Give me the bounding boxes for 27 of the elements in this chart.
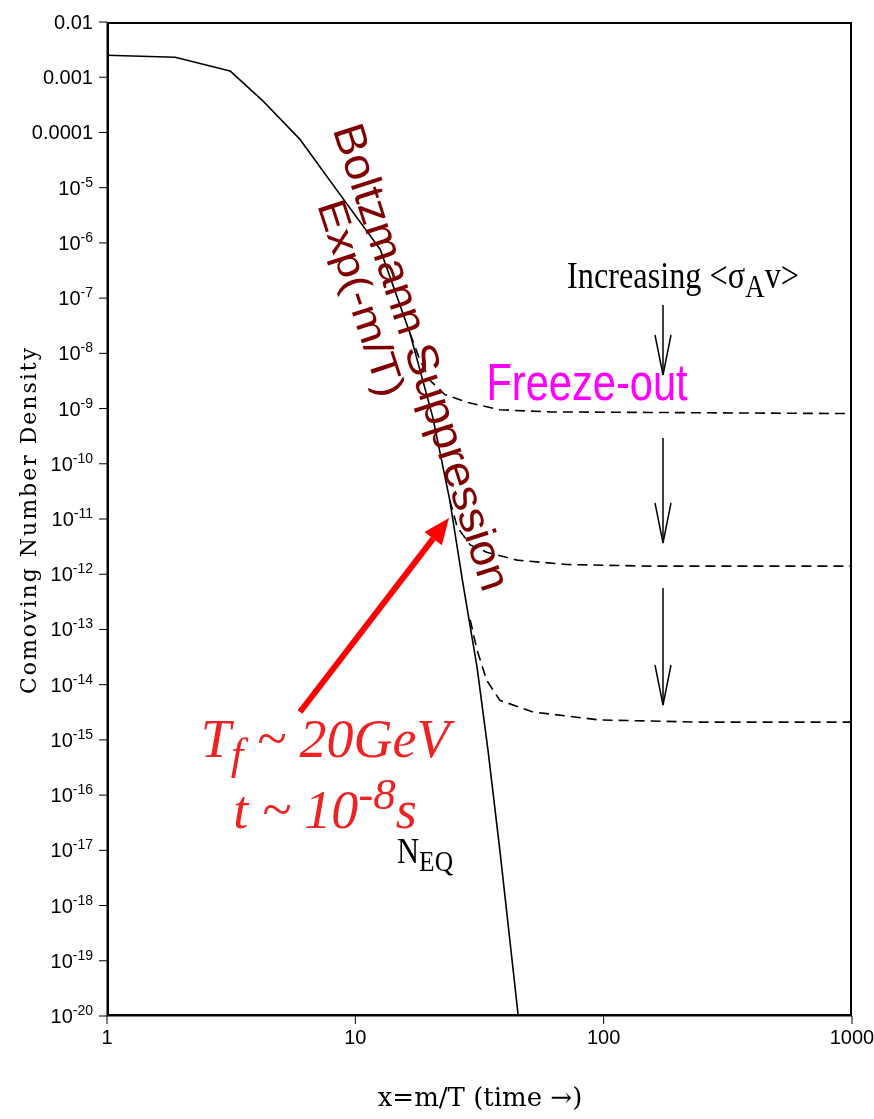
- y-tick-label: 10$^{-12}$: [50, 560, 94, 586]
- y-tick-label: 10$^{-13}$: [50, 615, 94, 641]
- y-tick-label: 10$^{-11}$: [51, 505, 94, 530]
- y-tick-label: 10$^{-9}$: [58, 394, 94, 420]
- y-tick-label: 10$^{-15}$: [50, 725, 94, 751]
- y-tick-label: 10$^{-16}$: [50, 781, 94, 807]
- y-tick-label: 10$^{-5}$: [58, 173, 94, 199]
- y-tick-label: 10$^{-20}$: [50, 1002, 94, 1027]
- x-axis-title: x=m/T (time →): [377, 1082, 583, 1112]
- annotation: Increasing <σ$_{A}$v>: [566, 254, 800, 305]
- x-tick-label: 10: [344, 1026, 367, 1048]
- y-tick-label: 0.001: [42, 66, 93, 89]
- y-tick-label: 0.0001: [31, 121, 93, 144]
- y-tick-label: 10$^{-19}$: [50, 946, 94, 972]
- y-axis-title: Comoving Number Density: [15, 345, 41, 695]
- x-tick-label: 100: [586, 1026, 621, 1048]
- y-tick-label: 10$^{-17}$: [50, 836, 94, 862]
- y-tick-label: 0.01: [54, 11, 93, 33]
- y-tick-label: 10$^{-8}$: [58, 339, 94, 365]
- y-tick-label: 10$^{-18}$: [50, 891, 94, 917]
- x-tick-label: 1000: [829, 1026, 874, 1048]
- y-tick-label: 10$^{-10}$: [50, 449, 94, 475]
- y-tick-label: 10$^{-7}$: [58, 284, 94, 310]
- y-tick-label: 10$^{-6}$: [58, 228, 94, 254]
- x-tick-label: 1: [101, 1026, 113, 1048]
- y-tick-label: 10$^{-14}$: [50, 670, 94, 696]
- series-label: N$_{EQ}$: [396, 830, 454, 879]
